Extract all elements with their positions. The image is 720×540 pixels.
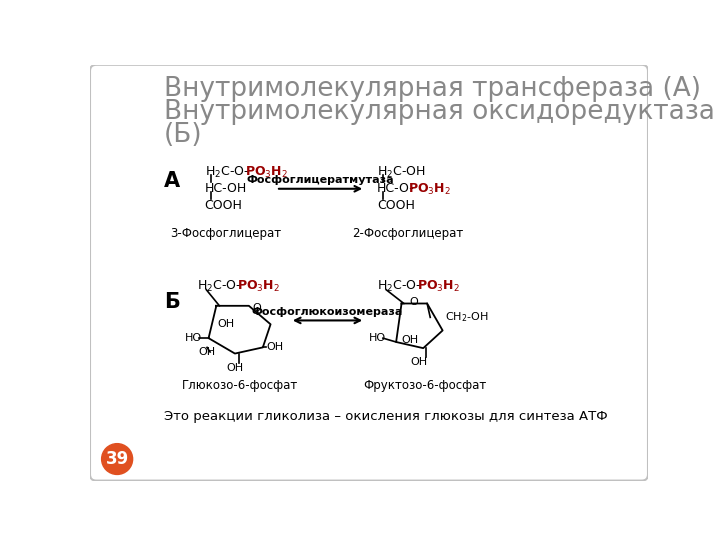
Text: O: O: [252, 303, 261, 313]
Text: H$_2$C-O-: H$_2$C-O-: [377, 279, 421, 294]
Text: OH: OH: [266, 342, 283, 353]
Text: H$_2$C-O-: H$_2$C-O-: [204, 165, 249, 180]
Text: HO: HO: [185, 333, 202, 343]
Text: А: А: [163, 171, 180, 191]
Text: 39: 39: [106, 450, 129, 468]
Text: Фосфоглицератмутаза: Фосфоглицератмутаза: [247, 175, 395, 185]
Text: Внутримолекулярная оксидоредуктаза: Внутримолекулярная оксидоредуктаза: [163, 99, 714, 125]
Text: PO$_3$H$_2$: PO$_3$H$_2$: [245, 165, 288, 180]
Text: HO: HO: [369, 333, 386, 343]
Text: OH: OH: [402, 335, 418, 346]
Text: Это реакции гликолиза – окисления глюкозы для синтеза АТФ: Это реакции гликолиза – окисления глюкоз…: [163, 410, 607, 423]
Text: CH$_2$-OH: CH$_2$-OH: [445, 310, 489, 324]
Text: OH: OH: [199, 347, 215, 357]
Text: OH: OH: [411, 357, 428, 367]
Text: PO$_3$H$_2$: PO$_3$H$_2$: [408, 182, 451, 197]
Text: H$_2$C-OH: H$_2$C-OH: [377, 165, 426, 180]
Text: OH: OH: [218, 319, 235, 329]
Text: COOH: COOH: [377, 199, 415, 212]
Text: PO$_3$H$_2$: PO$_3$H$_2$: [417, 279, 460, 294]
Text: OH: OH: [226, 363, 243, 373]
Text: PO$_3$H$_2$: PO$_3$H$_2$: [238, 279, 280, 294]
Circle shape: [102, 444, 132, 475]
Text: 3-Фосфоглицерат: 3-Фосфоглицерат: [170, 226, 282, 240]
Text: Фосфоглюкоизомераза: Фосфоглюкоизомераза: [252, 307, 403, 316]
Text: Внутримолекулярная трансфераза (А): Внутримолекулярная трансфераза (А): [163, 76, 701, 102]
Text: Фруктозо-6-фосфат: Фруктозо-6-фосфат: [363, 379, 487, 392]
Text: Б: Б: [163, 292, 179, 312]
FancyBboxPatch shape: [90, 65, 648, 481]
Text: HC-OH: HC-OH: [204, 182, 247, 195]
Text: Глюкозо-6-фосфат: Глюкозо-6-фосфат: [181, 379, 297, 392]
Text: O: O: [410, 298, 418, 307]
Text: 2-Фосфоглицерат: 2-Фосфоглицерат: [352, 226, 464, 240]
Text: (Б): (Б): [163, 122, 202, 148]
Text: HC-O-: HC-O-: [377, 182, 415, 195]
Text: H$_2$C-O-: H$_2$C-O-: [197, 279, 241, 294]
Text: COOH: COOH: [204, 199, 243, 212]
